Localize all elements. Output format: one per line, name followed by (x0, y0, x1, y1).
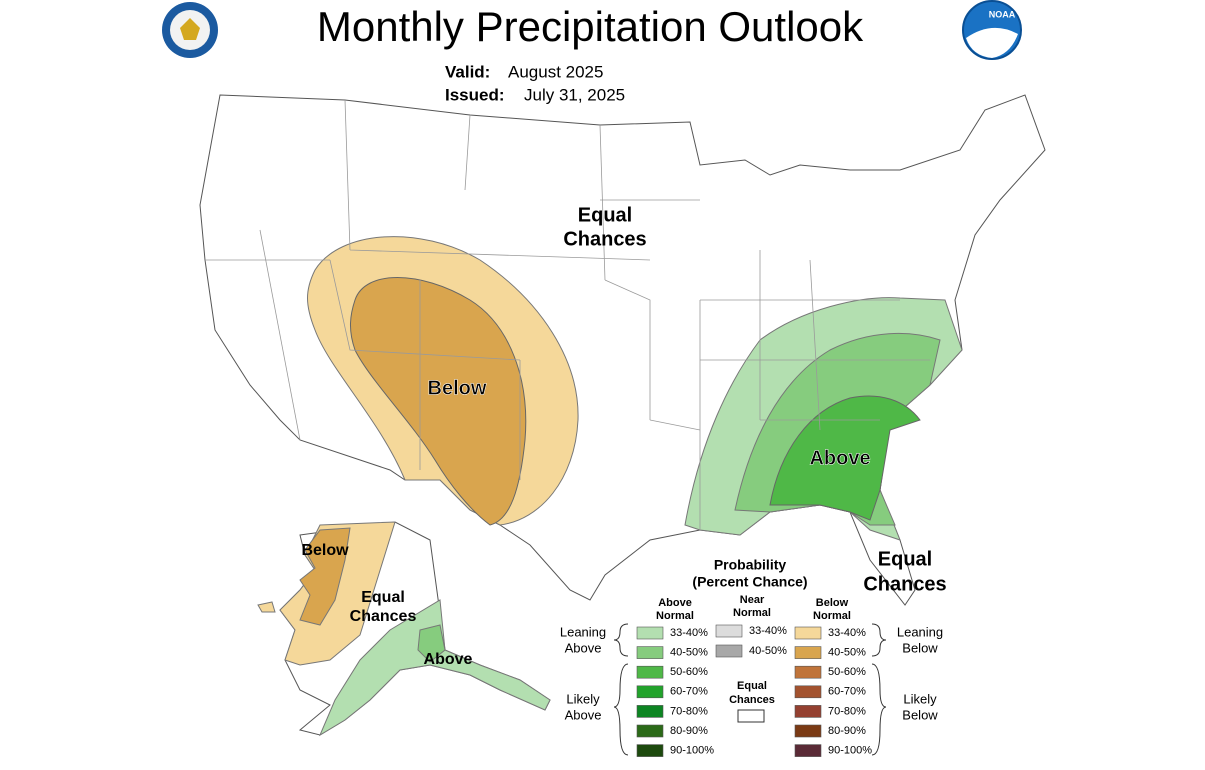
legend-label: 70-80% (670, 705, 708, 717)
legend-title: Probability (714, 557, 787, 573)
ak-above-40-50 (417, 624, 446, 663)
legend-label: 33-40% (828, 627, 866, 639)
legend-group: Likely (566, 691, 600, 706)
legend-group: Above (565, 640, 602, 655)
map-label: Equal (361, 589, 405, 606)
legend-swatch (636, 626, 664, 640)
legend-header: Normal (656, 610, 694, 622)
noaa-logo (962, 0, 1022, 60)
legend-label: 40-50% (749, 645, 787, 657)
equal-chances-swatch (737, 709, 765, 723)
legend-group: Likely (903, 691, 937, 706)
legend-swatch (636, 646, 664, 659)
legend-swatch (794, 685, 822, 699)
legend-swatch (794, 724, 822, 738)
legend-header: Near (740, 594, 765, 606)
legend-group: Leaning (897, 624, 943, 639)
map-label: Chances (863, 573, 946, 595)
legend-label: 80-90% (828, 725, 866, 737)
legend-swatch (636, 724, 664, 738)
legend-swatch (794, 665, 822, 679)
legend-label: 80-90% (670, 725, 708, 737)
doc-logo (162, 2, 218, 58)
valid-label: Valid: (445, 62, 490, 81)
legend-label: 50-60% (670, 666, 708, 678)
legend-swatch (636, 665, 664, 679)
legend-label: 90-100% (828, 745, 872, 757)
legend-swatch (794, 626, 822, 640)
legend-swatch (794, 705, 822, 718)
logo-emblem (180, 18, 200, 40)
legend-swatch (715, 624, 743, 638)
below-40-50 (350, 277, 527, 526)
valid-value: August 2025 (508, 62, 603, 81)
state-line (205, 99, 930, 530)
legend-swatch (794, 646, 822, 659)
legend-label: 33-40% (749, 625, 787, 637)
brace (613, 623, 629, 657)
above-50-60 (769, 395, 921, 521)
brace (871, 663, 887, 756)
legend-label: 40-50% (828, 647, 866, 659)
legend-group: Above (565, 707, 602, 722)
map-label: Chances (563, 228, 646, 250)
legend-header: Above (658, 597, 692, 609)
map-label: Chances (350, 608, 417, 625)
legend-swatch (794, 744, 822, 757)
legend-title: (Percent Chance) (692, 574, 807, 590)
legend-header: Normal (733, 607, 771, 619)
map-label: Above (809, 447, 870, 469)
legend-label: 33-40% (670, 627, 708, 639)
legend-swatch (636, 685, 664, 699)
title: Monthly Precipitation Outlook (317, 3, 864, 50)
legend-header: Chances (729, 694, 775, 706)
legend-swatch (636, 705, 664, 718)
legend-header: Below (816, 597, 849, 609)
aleutian-island (257, 601, 276, 613)
state-lines (205, 99, 930, 530)
issued-label: Issued: (445, 85, 505, 104)
map-label: Equal (578, 204, 632, 226)
logo-wave (966, 27, 1018, 58)
legend-header: Equal (737, 680, 767, 692)
map-label: Below (428, 377, 487, 399)
legend-group: Below (902, 640, 938, 655)
legend-label: 60-70% (828, 686, 866, 698)
legend-swatch (636, 744, 664, 757)
legend-swatch (715, 644, 743, 658)
legend-label: 60-70% (670, 686, 708, 698)
map-label: Below (301, 542, 349, 559)
legend-label: 90-100% (670, 745, 714, 757)
ak-below-40-50 (299, 527, 351, 626)
issued-value: July 31, 2025 (524, 85, 625, 104)
map-label: Equal (878, 548, 932, 570)
map-label: Above (424, 651, 473, 668)
legend-label: 70-80% (828, 705, 866, 717)
legend-header: Normal (813, 610, 851, 622)
logo-text: NOAA (989, 9, 1016, 19)
legend-label: 50-60% (828, 666, 866, 678)
legend-group: Below (902, 707, 938, 722)
legend-label: 40-50% (670, 647, 708, 659)
legend-group: Leaning (560, 624, 606, 639)
brace (613, 663, 629, 756)
logo-border (962, 0, 1022, 60)
brace (871, 623, 887, 657)
